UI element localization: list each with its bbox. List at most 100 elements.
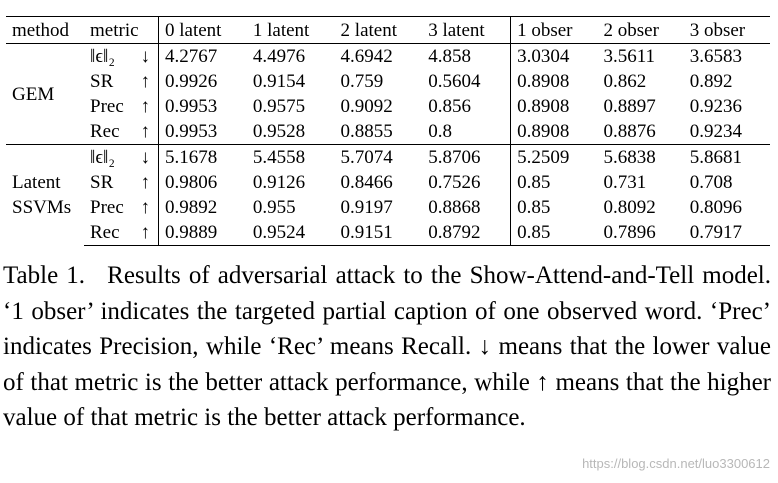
- metric-cell: Prec ↑: [84, 94, 159, 119]
- value-cell: 3.0304: [517, 46, 570, 67]
- value-cell: 0.9092: [340, 96, 393, 117]
- metric-cell: ‖ϵ‖₂ ↓: [84, 144, 159, 170]
- header-0-latent: 0 latent: [158, 16, 247, 44]
- metric-cell: Rec ↑: [84, 220, 159, 246]
- value-cell: 0.9892: [165, 197, 218, 218]
- arrow-up-icon: ↑: [140, 121, 151, 142]
- value-cell: 0.9575: [252, 96, 306, 117]
- value-cell: 3.6583: [689, 46, 742, 67]
- value-cell: 5.1678: [158, 144, 247, 170]
- table-caption: Table 1. Results of adversarial attack t…: [3, 258, 771, 436]
- value-cell: 4.4976: [252, 46, 306, 67]
- arrow-up-icon: ↑: [140, 197, 151, 218]
- value-cell: 0.9126: [252, 172, 306, 193]
- arrow-up-icon: ↑: [140, 222, 151, 243]
- value-cell: 0.7896: [597, 220, 684, 246]
- value-cell: 0.8792: [422, 220, 512, 246]
- metric-label: Prec: [90, 197, 124, 218]
- value-cell: 0.8096: [689, 197, 742, 218]
- value-cell: 0.856: [422, 94, 512, 119]
- arrow-up-icon: ↑: [140, 172, 151, 193]
- metric-cell: ‖ϵ‖₂ ↓: [84, 43, 159, 69]
- header-method: method: [6, 16, 84, 44]
- value-cell: 0.5604: [422, 69, 512, 94]
- metric-cell: Prec ↑: [84, 195, 159, 220]
- value-cell: 5.4558: [246, 144, 335, 170]
- value-cell: 0.7917: [683, 220, 770, 246]
- method-gem: GEM: [12, 83, 55, 105]
- method-latent-ssvms: Latent SSVMs: [6, 144, 84, 246]
- value-cell: 4.6942: [340, 46, 393, 67]
- value-cell: 0.9926: [165, 71, 218, 92]
- table-row: GEM ‖ϵ‖₂ ↓ 4.2767 4.4976 4.6942 4.858 3.0…: [6, 43, 770, 105]
- value-cell: 5.2509: [510, 144, 598, 170]
- value-cell: 0.8908: [517, 96, 570, 117]
- header-1-obser: 1 obser: [510, 16, 598, 44]
- value-cell: 5.7074: [334, 144, 423, 170]
- table-row: Prec ↑ 0.9953 0.9575 0.9092 0.856 0.8908 …: [6, 94, 770, 119]
- metric-label: SR: [90, 71, 114, 92]
- method-line-1: Latent: [12, 172, 61, 194]
- arrow-up-icon: ↑: [140, 96, 151, 117]
- table-row: SR ↑ 0.9926 0.9154 0.759 0.5604 0.8908 0.…: [6, 69, 770, 94]
- value-cell: 0.9234: [689, 121, 742, 142]
- metric-label: ‖ϵ‖₂: [90, 46, 115, 67]
- value-cell: 0.708: [689, 172, 733, 193]
- value-cell: 0.85: [517, 197, 551, 218]
- value-cell: 0.9953: [165, 121, 218, 142]
- value-cell: 0.8092: [603, 197, 656, 218]
- header-3-latent: 3 latent: [422, 16, 512, 44]
- value-cell: 0.8897: [603, 96, 656, 117]
- value-cell: 0.9151: [334, 220, 423, 246]
- metric-label: SR: [90, 172, 114, 193]
- metric-label: Prec: [90, 96, 124, 117]
- value-cell: 4.858: [422, 43, 512, 69]
- value-cell: 0.9889: [158, 220, 247, 246]
- value-cell: 0.8908: [517, 71, 570, 92]
- metric-cell: Rec ↑: [84, 119, 159, 145]
- header-3-obser: 3 obser: [683, 16, 770, 44]
- value-cell: 4.2767: [165, 46, 218, 67]
- value-cell: 0.8855: [340, 121, 393, 142]
- caption-text: Results of adversarial attack to the Sho…: [3, 262, 771, 431]
- value-cell: 0.85: [510, 220, 598, 246]
- table-row: Rec ↑ 0.9889 0.9524 0.9151 0.8792 0.85 0.…: [6, 220, 770, 246]
- value-cell: 0.955: [252, 197, 296, 218]
- value-cell: 0.9806: [165, 172, 218, 193]
- value-cell: 0.759: [340, 71, 384, 92]
- watermark: https://blog.csdn.net/luo3300612: [582, 456, 770, 471]
- value-cell: 0.7526: [422, 170, 512, 195]
- arrow-down-icon: ↓: [140, 147, 151, 168]
- value-cell: 0.8908: [517, 121, 570, 142]
- metric-cell: SR ↑: [84, 69, 159, 94]
- table-row: Latent SSVMs ‖ϵ‖₂ ↓ 5.1678 5.4558 5.7074 5…: [6, 144, 770, 246]
- caption-label: Table 1.: [3, 262, 86, 289]
- header-2-obser: 2 obser: [597, 16, 684, 44]
- arrow-up-icon: ↑: [140, 71, 151, 92]
- metric-cell: SR ↑: [84, 170, 159, 195]
- method-line-2: SSVMs: [12, 197, 72, 219]
- metric-label: ‖ϵ‖₂: [90, 147, 115, 168]
- header-1-latent: 1 latent: [246, 16, 335, 44]
- value-cell: 3.5611: [603, 46, 656, 67]
- value-cell: 0.731: [603, 172, 647, 193]
- header-row: method metric 0 latent 1 latent 2 latent…: [6, 16, 770, 44]
- arrow-down-icon: ↓: [140, 46, 151, 67]
- value-cell: 0.9154: [252, 71, 306, 92]
- metric-label: Rec: [90, 121, 120, 142]
- value-cell: 5.6838: [597, 144, 684, 170]
- value-cell: 5.8681: [683, 144, 770, 170]
- value-cell: 0.9236: [689, 96, 742, 117]
- table-header: method metric 0 latent 1 latent 2 latent…: [6, 16, 770, 44]
- value-cell: 0.8876: [603, 121, 656, 142]
- value-cell: 5.8706: [422, 144, 512, 170]
- value-cell: 0.9197: [340, 197, 393, 218]
- value-cell: 0.8: [422, 119, 512, 145]
- metric-label: Rec: [90, 222, 120, 243]
- value-cell: 0.8466: [340, 172, 393, 193]
- header-metric: metric: [84, 16, 159, 44]
- value-cell: 0.9953: [165, 96, 218, 117]
- value-cell: 0.8868: [422, 195, 512, 220]
- table-body: GEM ‖ϵ‖₂ ↓ 4.2767 4.4976 4.6942 4.858 3.0…: [6, 43, 770, 246]
- table-row: Rec ↑ 0.9953 0.9528 0.8855 0.8 0.8908 0.8…: [6, 119, 770, 145]
